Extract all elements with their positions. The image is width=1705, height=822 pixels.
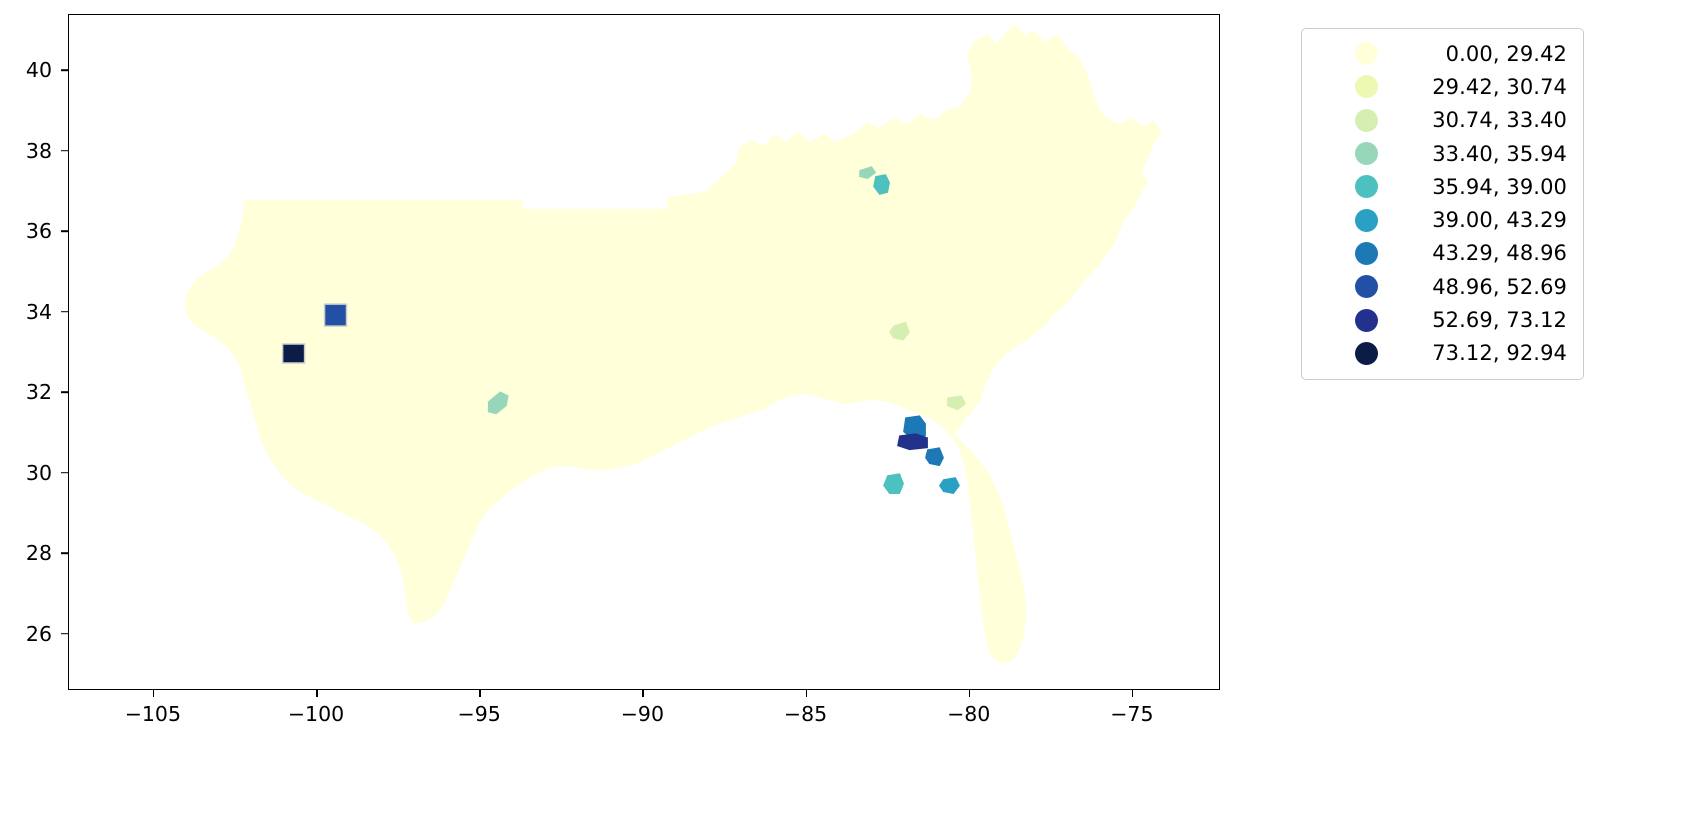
southeast-us-outline — [184, 24, 1162, 624]
y-tick-mark — [61, 69, 68, 72]
legend-range-label: 73.12, 92.94 — [1432, 341, 1567, 366]
region-louisiana-parish[interactable] — [487, 391, 509, 415]
y-tick-label: 30 — [25, 460, 52, 485]
legend-color-swatch-icon — [1355, 341, 1378, 365]
x-tick-mark — [316, 690, 318, 697]
legend-color-swatch-icon — [1355, 308, 1378, 332]
region-georgia-county-mid-upper[interactable] — [903, 415, 926, 441]
y-tick-mark — [61, 632, 68, 635]
region-florida-panhandle-county[interactable] — [883, 473, 904, 494]
legend-color-swatch-icon — [1355, 108, 1378, 132]
y-tick-label: 28 — [25, 541, 52, 566]
highlighted-regions-layer — [281, 166, 966, 495]
legend-row[interactable]: 0.00, 29.42 — [1312, 37, 1573, 70]
x-tick-label: −95 — [457, 702, 501, 726]
region-northwest-texas-county[interactable] — [323, 303, 348, 327]
x-tick-label: −85 — [783, 702, 828, 726]
region-georgia-county-east[interactable] — [925, 447, 944, 467]
region-georgia-county-north[interactable] — [889, 321, 910, 341]
legend-row[interactable]: 35.94, 39.00 — [1312, 170, 1573, 203]
y-tick-label: 36 — [25, 219, 52, 244]
legend-range-label: 48.96, 52.69 — [1432, 274, 1567, 299]
y-tick-mark — [61, 150, 68, 152]
value-bin-legend: 0.00, 29.42 29.42, 30.74 30.74, 33.40 33.40… — [1301, 28, 1584, 380]
x-tick-mark — [968, 690, 971, 697]
y-tick-label: 34 — [25, 299, 52, 324]
legend-color-swatch-icon — [1355, 75, 1378, 99]
region-south-carolina-county[interactable] — [947, 395, 966, 411]
legend-row[interactable]: 39.00, 43.29 — [1312, 203, 1573, 236]
y-tick-label: 40 — [25, 58, 52, 83]
basemap-landmass — [184, 24, 1162, 664]
y-tick-label: 26 — [25, 621, 52, 646]
x-tick-mark — [479, 690, 481, 697]
region-florida-north-county[interactable] — [939, 477, 960, 495]
x-tick-label: −80 — [947, 702, 991, 726]
legend-range-label: 0.00, 29.42 — [1445, 41, 1567, 66]
y-tick-label: 32 — [25, 380, 52, 405]
legend-range-label: 43.29, 48.96 — [1432, 241, 1567, 266]
y-tick-mark — [61, 552, 68, 554]
y-tick-mark — [61, 230, 68, 233]
legend-row[interactable]: 30.74, 33.40 — [1312, 104, 1573, 137]
region-west-texas-county[interactable] — [281, 343, 306, 364]
region-georgia-county-mid-lower[interactable] — [897, 433, 928, 451]
legend-color-swatch-icon — [1355, 241, 1378, 265]
y-tick-mark — [61, 471, 68, 474]
region-tennessee-county-west[interactable] — [859, 166, 877, 179]
legend-range-label: 39.00, 43.29 — [1432, 208, 1567, 233]
legend-row[interactable]: 48.96, 52.69 — [1312, 270, 1573, 303]
legend-color-swatch-icon — [1355, 42, 1378, 66]
florida-peninsula — [947, 431, 1026, 664]
x-tick-label: −75 — [1110, 702, 1154, 726]
map-axes — [68, 14, 1220, 690]
legend-row[interactable]: 52.69, 73.12 — [1312, 303, 1573, 336]
legend-row[interactable]: 43.29, 48.96 — [1312, 237, 1573, 270]
legend-row[interactable]: 73.12, 92.94 — [1312, 337, 1573, 370]
legend-range-label: 29.42, 30.74 — [1432, 74, 1567, 99]
legend-range-label: 52.69, 73.12 — [1432, 308, 1567, 333]
coast-inlet-gulf — [767, 393, 840, 416]
legend-color-swatch-icon — [1355, 208, 1378, 232]
x-tick-label: −100 — [287, 702, 345, 726]
legend-color-swatch-icon — [1355, 275, 1378, 299]
x-tick-mark — [1131, 690, 1134, 697]
region-tennessee-county-east[interactable] — [873, 174, 890, 195]
x-tick-mark — [805, 690, 808, 697]
x-tick-label: −105 — [124, 702, 181, 726]
x-tick-mark — [642, 690, 644, 697]
x-tick-label: −90 — [620, 702, 664, 726]
choropleth-map — [184, 24, 1162, 664]
legend-color-swatch-icon — [1355, 142, 1378, 166]
x-tick-mark — [152, 690, 155, 697]
legend-color-swatch-icon — [1355, 175, 1378, 199]
y-tick-label: 38 — [25, 138, 52, 163]
legend-row[interactable]: 29.42, 30.74 — [1312, 70, 1573, 103]
legend-range-label: 30.74, 33.40 — [1432, 108, 1567, 133]
y-tick-mark — [61, 310, 68, 313]
legend-range-label: 35.94, 39.00 — [1432, 174, 1567, 199]
legend-range-label: 33.40, 35.94 — [1432, 141, 1567, 166]
legend-row[interactable]: 33.40, 35.94 — [1312, 137, 1573, 170]
y-tick-mark — [61, 391, 68, 394]
